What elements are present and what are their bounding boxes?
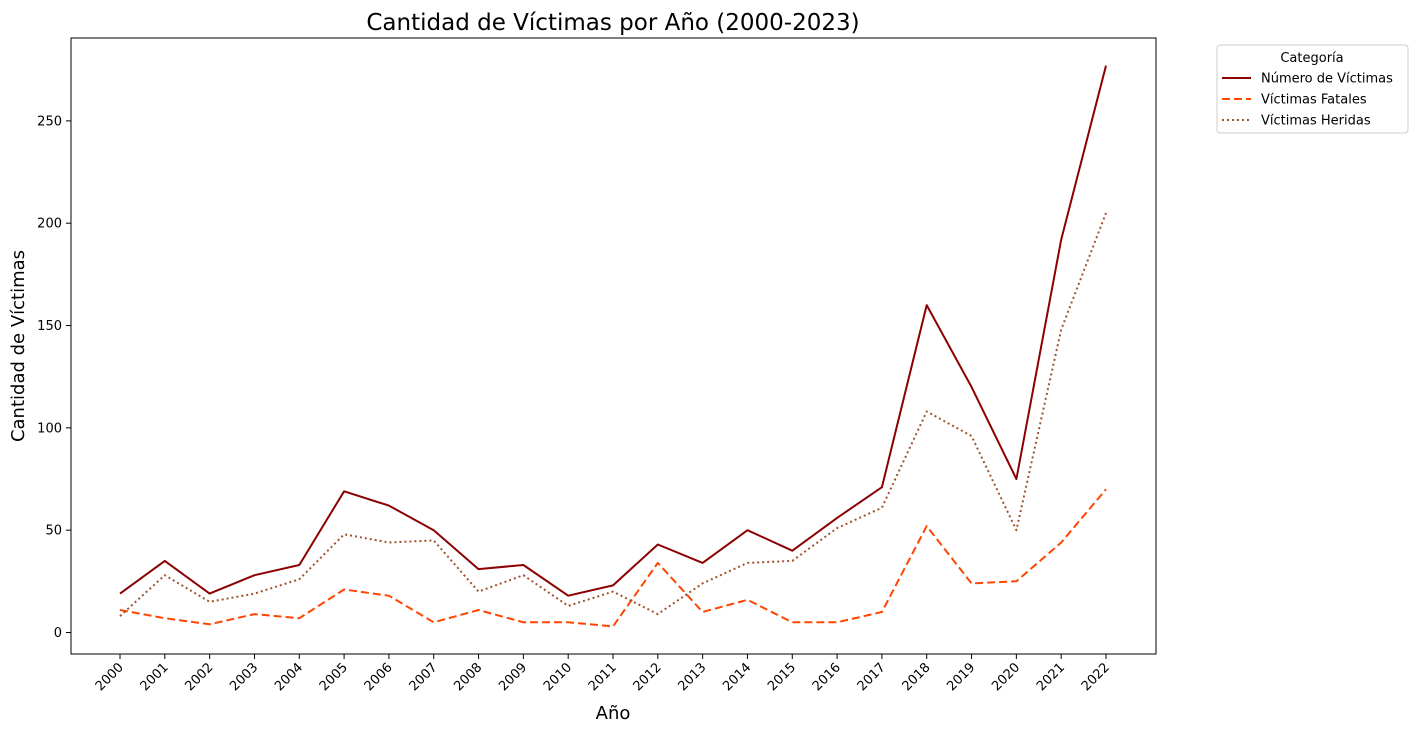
legend-frame [1216,44,1409,134]
y-axis: 0 50 100 150 200 250 [37,114,71,641]
plot-area [70,37,1157,655]
x-tick-label: 2014 [720,660,754,694]
legend: Categoría Número de Víctimas Víctimas Fat… [1216,44,1409,134]
x-tick-label: 2015 [765,660,799,694]
y-tick-label: 250 [37,114,62,129]
x-tick-label: 2020 [989,660,1023,694]
series-line-3 [119,212,1107,617]
legend-title: Categoría [1280,51,1343,66]
x-axis: 2000 2001 2002 2003 2004 2005 2006 2007 2008 2009… [93,654,1113,694]
x-tick-label: 2012 [631,660,665,694]
x-tick-label: 2005 [317,660,351,694]
x-axis-title: Año [596,703,631,724]
x-tick-label: 2007 [407,660,441,694]
series-line-2 [119,488,1107,628]
x-tick-label: 2019 [944,660,978,694]
legend-label-3: Víctimas Heridas [1261,114,1371,129]
x-tick-label: 2004 [272,660,306,694]
x-tick-label: 2010 [541,660,575,694]
x-tick-label: 2008 [451,660,485,694]
x-tick-label: 2009 [496,660,530,694]
y-tick-label: 150 [37,319,62,334]
x-tick-label: 2018 [900,660,934,694]
series-line-1 [119,65,1107,597]
x-tick-label: 2021 [1034,660,1068,694]
y-tick-label: 100 [37,421,62,436]
x-tick-label: 2011 [586,660,620,694]
y-tick-label: 50 [45,524,62,539]
x-tick-label: 2000 [93,660,127,694]
x-tick-label: 2016 [810,660,844,694]
x-tick-label: 2002 [182,660,216,694]
series-layer [119,65,1107,628]
x-tick-label: 2017 [855,660,889,694]
y-tick-label: 0 [54,626,62,641]
legend-items: Número de Víctimas Víctimas Fatales Víctim… [1222,72,1393,129]
y-axis-title: Cantidad de Víctimas [8,250,29,442]
y-tick-label: 200 [37,217,62,232]
x-tick-label: 2022 [1079,660,1113,694]
x-tick-label: 2013 [675,660,709,694]
x-tick-label: 2006 [362,660,396,694]
x-tick-label: 2001 [138,660,172,694]
x-tick-label: 2003 [227,660,261,694]
chart-title: Cantidad de Víctimas por Año (2000-2023) [366,10,859,36]
legend-label-2: Víctimas Fatales [1261,93,1367,108]
legend-label-1: Número de Víctimas [1261,72,1393,87]
